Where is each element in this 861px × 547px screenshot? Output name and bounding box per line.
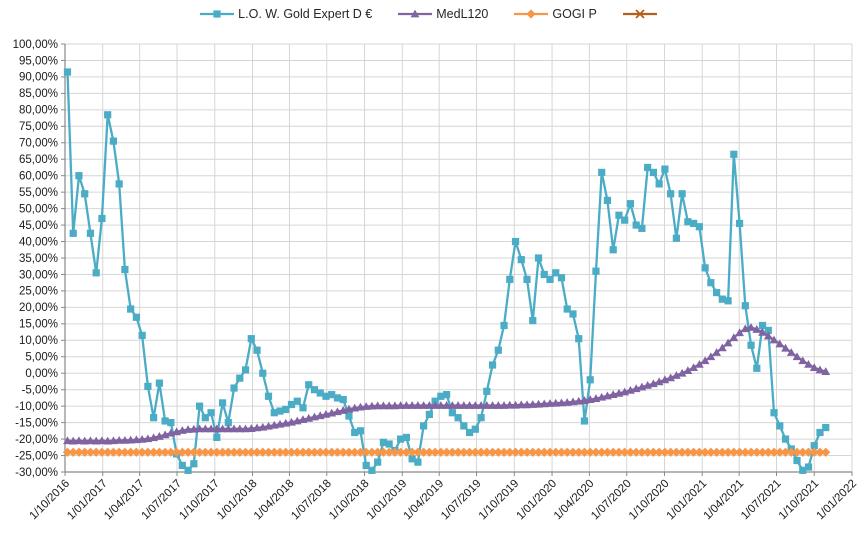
y-tick-label: -10,00%: [15, 401, 58, 413]
y-tick-label: 55,00%: [19, 187, 58, 199]
y-tick-label: 20,00%: [19, 302, 58, 314]
chart-legend: L.O. W. Gold Expert D € MedL120 GOGI P: [0, 4, 861, 24]
y-tick-label: 10,00%: [19, 335, 58, 347]
y-tick-label: 90,00%: [19, 72, 58, 84]
legend-swatch-diamond-icon: [514, 8, 549, 20]
legend-item-medl120: MedL120: [398, 7, 488, 21]
y-tick-label: 35,00%: [19, 253, 58, 265]
x-tick-label: 1/10/2021: [777, 478, 822, 523]
x-tick-label: 1/07/2021: [739, 478, 784, 523]
y-tick-label: 70,00%: [19, 138, 58, 150]
y-tick-label: 25,00%: [19, 286, 58, 298]
y-tick-label: 85,00%: [19, 88, 58, 100]
legend-label: GOGI P: [552, 7, 597, 21]
x-tick-label: 1/10/2017: [177, 478, 222, 523]
y-tick-label: 30,00%: [19, 269, 58, 281]
x-tick-label: 1/10/2019: [477, 478, 522, 523]
y-tick-label: 0,00%: [25, 368, 58, 380]
axes: [61, 43, 853, 476]
x-tick-label: 1/07/2019: [439, 478, 484, 523]
y-tick-label: 15,00%: [19, 319, 58, 331]
y-tick-label: 75,00%: [19, 121, 58, 133]
x-tick-label: 1/10/2020: [627, 478, 672, 523]
y-tick-label: 95,00%: [19, 55, 58, 67]
x-tick-label: 1/10/2018: [327, 478, 372, 523]
series-group: [62, 68, 831, 474]
legend-swatch-x-icon: [622, 8, 657, 20]
x-tick-label: 1/07/2018: [289, 478, 334, 523]
y-tick-label: 100,00%: [13, 39, 58, 51]
y-tick-label: -25,00%: [15, 450, 58, 462]
legend-label: L.O. W. Gold Expert D €: [238, 7, 373, 21]
y-tick-label: 5,00%: [25, 352, 58, 364]
legend-item-gold-expert: L.O. W. Gold Expert D €: [200, 7, 372, 21]
legend-item-unlabeled: [622, 8, 661, 20]
x-tick-label: 1/07/2017: [139, 478, 184, 523]
x-tick-label: 1/10/2016: [27, 478, 72, 523]
legend-item-gogi-p: GOGI P: [514, 7, 597, 21]
y-tick-label: 65,00%: [19, 154, 58, 166]
x-tick-label: 1/01/2022: [814, 478, 859, 523]
series-l-o-w-gold-expert-d: [63, 68, 830, 474]
legend-label: MedL120: [436, 7, 489, 21]
gridlines: [64, 43, 853, 473]
legend-swatch-triangle-icon: [398, 8, 433, 20]
y-tick-label: 45,00%: [19, 220, 58, 232]
y-tick-label: 80,00%: [19, 105, 58, 117]
x-tick-label: 1/07/2020: [589, 478, 634, 523]
y-tick-label: 60,00%: [19, 170, 58, 182]
series-medl120: [63, 323, 831, 445]
y-tick-label: -5,00%: [22, 384, 58, 396]
legend-swatch-square-icon: [200, 8, 235, 20]
y-tick-label: 40,00%: [19, 236, 58, 248]
y-tick-label: -20,00%: [15, 434, 58, 446]
y-tick-label: 50,00%: [19, 203, 58, 215]
y-tick-label: -30,00%: [15, 467, 58, 479]
y-tick-label: -15,00%: [15, 417, 58, 429]
series-gogi-p: [62, 447, 831, 457]
